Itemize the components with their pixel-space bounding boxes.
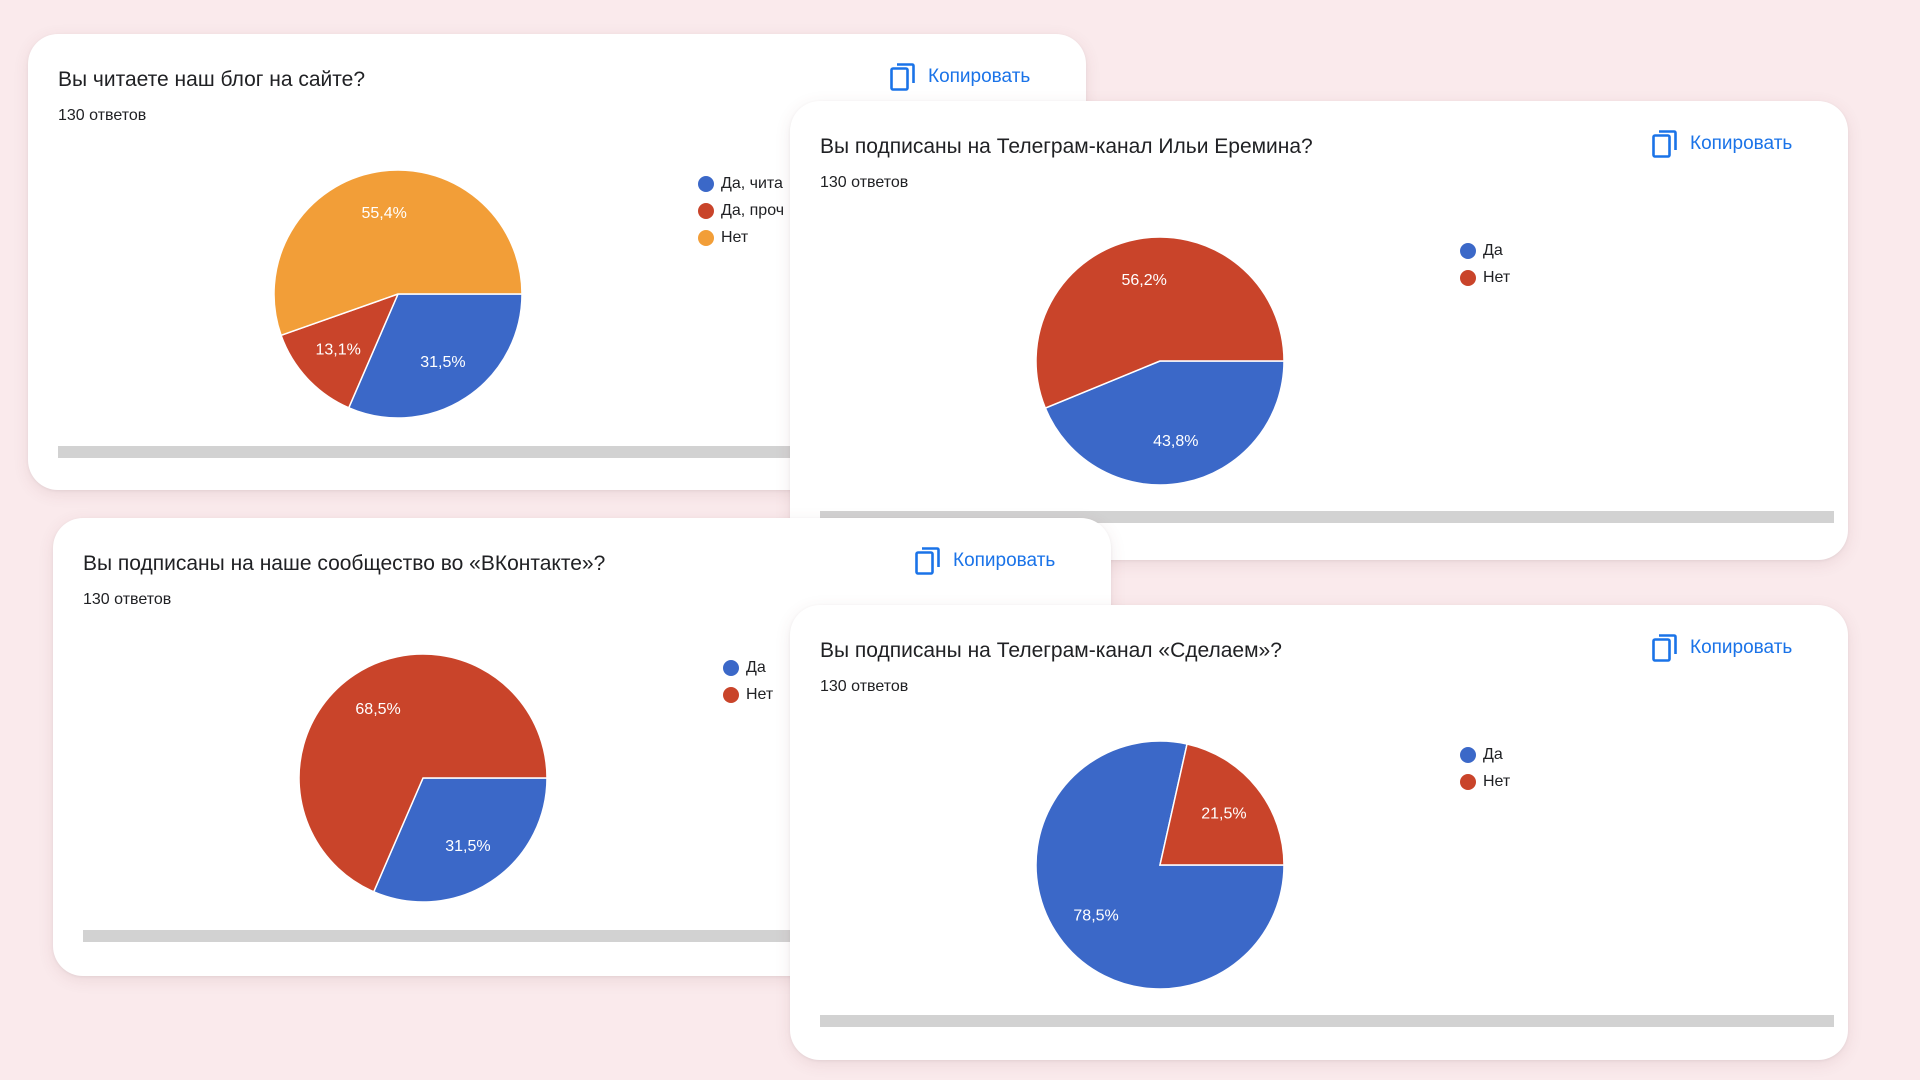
legend-label: Да, проч [721,201,785,219]
legend-label: Нет [1483,268,1511,286]
question-title: Вы подписаны на Телеграм-канал Ильи Ерем… [820,135,1313,158]
slice-value-label: 31,5% [445,838,490,855]
pie-slice[interactable] [1035,236,1285,410]
legend-label: Нет [1483,772,1511,790]
legend-label: Да [1483,745,1503,763]
pie-chart: 31,5% 68,5% [298,653,548,903]
copy-label: Копировать [1690,637,1793,658]
legend-marker [698,175,714,192]
copy-icon [890,62,916,92]
slice-value-label: 43,8% [1153,433,1198,450]
response-count: 130 ответов [83,591,172,608]
legend-item: Нет [723,681,773,708]
chart-card-telegram-sdelaem: Вы подписаны на Телеграм-канал «Сделаем»… [790,605,1848,1060]
legend-label: Да [746,658,766,676]
chart-legend: Да Нет [1460,741,1510,795]
pie-slice[interactable] [1159,743,1285,866]
legend-item: Нет [1460,264,1510,291]
legend-item: Да, проч [698,197,784,224]
pie-slice[interactable] [280,292,400,409]
copy-label: Копировать [928,66,1031,87]
copy-button[interactable]: Копировать [1652,631,1792,665]
horizontal-scrollbar[interactable] [820,1015,1834,1027]
legend-marker [1460,242,1476,259]
legend-item: Да [723,654,773,681]
copy-icon [1652,633,1678,663]
question-title: Вы подписаны на Телеграм-канал «Сделаем»… [820,639,1282,662]
legend-marker [723,686,739,703]
legend-label: Да, чита [721,174,783,192]
legend-label: Да [1483,241,1503,259]
pie-chart: 78,5% 21,5% [1035,740,1285,990]
chart-legend: Да Нет [723,654,773,708]
question-title: Вы подписаны на наше сообщество во «ВКон… [83,552,606,575]
slice-value-label: 31,5% [420,354,465,371]
chart-card-telegram-eremin: Вы подписаны на Телеграм-канал Ильи Ерем… [790,101,1848,560]
copy-icon [1652,129,1678,159]
legend-item: Нет [698,224,784,251]
pie-chart: 43,8% 56,2% [1035,236,1285,486]
legend-label: Нет [721,228,749,246]
legend-item: Нет [1460,768,1510,795]
legend-marker [1460,746,1476,763]
slice-value-label: 56,2% [1122,272,1167,289]
copy-button[interactable]: Копировать [890,60,1030,94]
pie-chart: 31,5% 13,1% 55,4% [273,169,523,419]
pie-slice[interactable] [347,293,523,419]
pie-slice[interactable] [273,169,523,337]
copy-icon [915,546,941,576]
pie-slice[interactable] [372,777,548,903]
legend-marker [698,229,714,246]
legend-item: Да [1460,741,1510,768]
slice-value-label: 13,1% [316,341,361,358]
chart-legend: Да, чита Да, проч Нет [698,170,784,251]
copy-label: Копировать [953,550,1056,571]
slice-value-label: 21,5% [1201,805,1246,822]
response-count: 130 ответов [820,174,909,191]
pie-slice[interactable] [1044,360,1285,486]
legend-marker [1460,773,1476,790]
slice-value-label: 78,5% [1073,908,1118,925]
legend-marker [698,202,714,219]
legend-label: Нет [746,685,774,703]
response-count: 130 ответов [58,107,147,124]
pie-slice[interactable] [298,653,548,893]
copy-button[interactable]: Копировать [915,544,1055,578]
question-title: Вы читаете наш блог на сайте? [58,68,366,91]
response-count: 130 ответов [820,678,909,695]
legend-item: Да [1460,237,1510,264]
chart-legend: Да Нет [1460,237,1510,291]
copy-button[interactable]: Копировать [1652,127,1792,161]
slice-value-label: 68,5% [355,701,400,718]
slice-value-label: 55,4% [362,205,407,222]
legend-item: Да, чита [698,170,784,197]
legend-marker [1460,269,1476,286]
legend-marker [723,659,739,676]
copy-label: Копировать [1690,133,1793,154]
